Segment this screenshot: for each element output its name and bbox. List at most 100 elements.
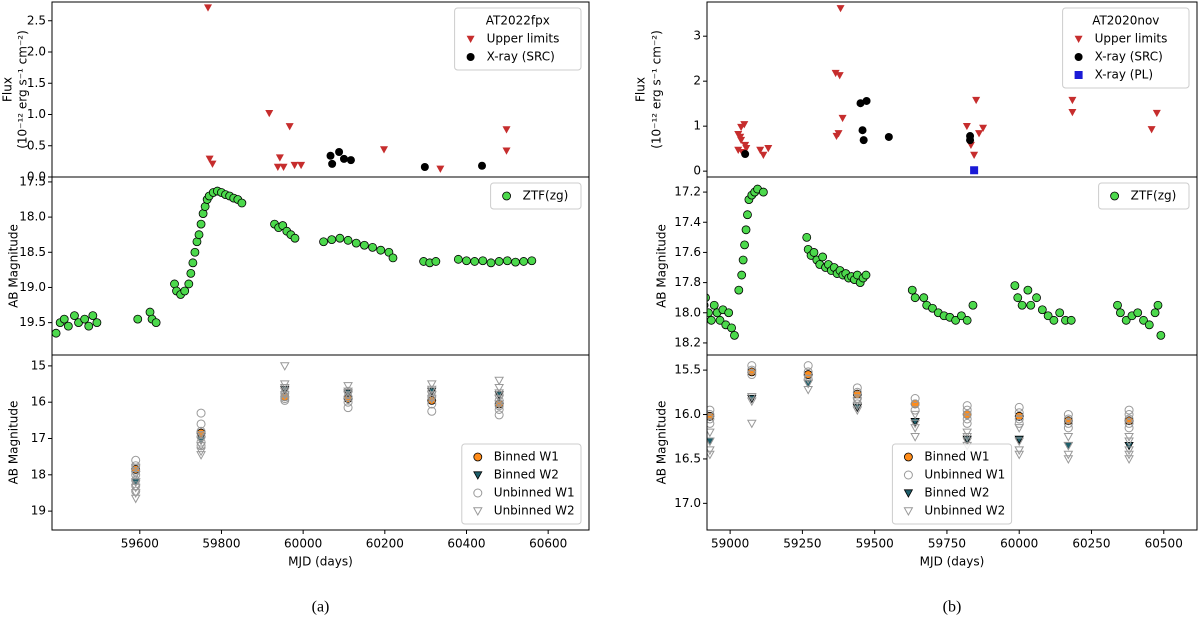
x-tick-label: 60600: [529, 537, 567, 551]
data-point: [1063, 418, 1073, 428]
y-tick-label: 0.0: [27, 170, 46, 184]
y-tick-label: 17.2: [674, 185, 701, 199]
data-point: [910, 394, 920, 404]
data-point: [280, 388, 290, 398]
data-point: [962, 428, 973, 438]
data-point: [707, 405, 715, 415]
data-point: [747, 361, 757, 371]
data-point: [743, 210, 752, 220]
data-point: [736, 133, 745, 141]
data-point: [742, 145, 751, 153]
x-tick-label: 60000: [284, 537, 322, 551]
data-point: [707, 450, 715, 460]
legend: ZTF(zg): [1098, 182, 1190, 210]
data-point: [1014, 408, 1024, 418]
legend-marker: [1074, 53, 1083, 61]
y-tick-label: 0: [693, 164, 701, 178]
points: [707, 184, 1166, 340]
x-tick-label: 59750: [928, 537, 966, 551]
data-point: [1066, 315, 1076, 325]
legend-label: Upper limits: [487, 32, 560, 46]
legend: AT2020nov Upper limits X-ray (SRC) X-ray (P…: [1062, 7, 1190, 89]
data-point: [707, 437, 715, 447]
y-tick-label: 18.0: [19, 210, 46, 224]
x-tick-label: 59600: [121, 537, 159, 551]
data-point: [478, 161, 487, 170]
data-point: [388, 253, 398, 263]
y-axis-label: AB Magnitude: [7, 224, 21, 308]
legend-label: Binned W1: [924, 450, 989, 464]
data-point: [962, 405, 972, 415]
y-tick-label: 17.0: [674, 496, 701, 510]
data-point: [734, 146, 743, 155]
data-point: [809, 248, 819, 257]
data-point: [1023, 285, 1033, 295]
data-point: [962, 410, 972, 420]
y-tick-label: 18.2: [674, 335, 701, 349]
data-point: [494, 394, 505, 404]
data-point: [962, 122, 971, 131]
data-point: [279, 362, 290, 371]
legend-marker: [466, 53, 475, 61]
data-point: [1156, 330, 1166, 340]
data-point: [746, 397, 757, 407]
data-point: [511, 257, 520, 267]
legend-label: X-ray (PL): [1095, 68, 1153, 82]
data-point: [494, 410, 504, 420]
data-point: [420, 163, 429, 171]
data-point: [519, 257, 529, 266]
legend-label: Binned W2: [924, 486, 989, 500]
data-point: [852, 406, 863, 416]
points: [130, 362, 505, 504]
data-point: [802, 232, 812, 242]
data-point: [968, 300, 978, 310]
data-point: [852, 401, 863, 411]
data-point: [359, 240, 369, 250]
data-point: [1153, 300, 1163, 310]
data-point: [707, 428, 715, 438]
data-point: [1026, 300, 1036, 310]
data-point: [426, 380, 437, 390]
data-point: [285, 123, 294, 131]
data-point: [1124, 433, 1134, 442]
legend-label: ZTF(zg): [1131, 189, 1177, 203]
data-point: [1032, 293, 1041, 303]
data-point: [1010, 281, 1020, 291]
data-point: [856, 99, 865, 108]
data-point: [758, 187, 768, 197]
data-point: [351, 238, 361, 248]
data-point: [1068, 109, 1077, 117]
points: [203, 4, 511, 173]
data-point: [1124, 450, 1134, 460]
data-point: [275, 154, 284, 162]
data-point: [747, 365, 757, 375]
legend-marker: [903, 507, 914, 517]
legend-marker: [473, 488, 483, 498]
data-point: [707, 308, 713, 318]
data-point: [852, 397, 863, 407]
data-point: [1124, 405, 1134, 415]
data-point: [1014, 450, 1025, 460]
data-point: [1115, 308, 1125, 318]
data-point: [962, 414, 972, 424]
data-point: [962, 315, 972, 325]
data-point: [759, 151, 768, 159]
data-point: [861, 270, 871, 280]
y-tick-label: 16: [31, 395, 46, 409]
y-axis-label: Flux: [634, 77, 648, 102]
data-point: [962, 433, 973, 442]
data-point: [426, 394, 437, 404]
y-axis-label: (10⁻¹² erg s⁻¹ cm⁻²): [650, 30, 664, 149]
legend-label: Upper limits: [1095, 32, 1168, 46]
data-point: [80, 314, 90, 324]
legend-box: [454, 7, 582, 71]
x-tick-label: 60400: [447, 537, 485, 551]
data-point: [1014, 424, 1025, 433]
data-point: [427, 406, 437, 416]
legend-marker: [1110, 191, 1119, 201]
data-point: [208, 160, 217, 168]
data-point: [335, 148, 344, 156]
caption: (b): [943, 599, 962, 616]
y-axis-label: AB Magnitude: [655, 401, 669, 485]
legend-box: [461, 443, 582, 525]
